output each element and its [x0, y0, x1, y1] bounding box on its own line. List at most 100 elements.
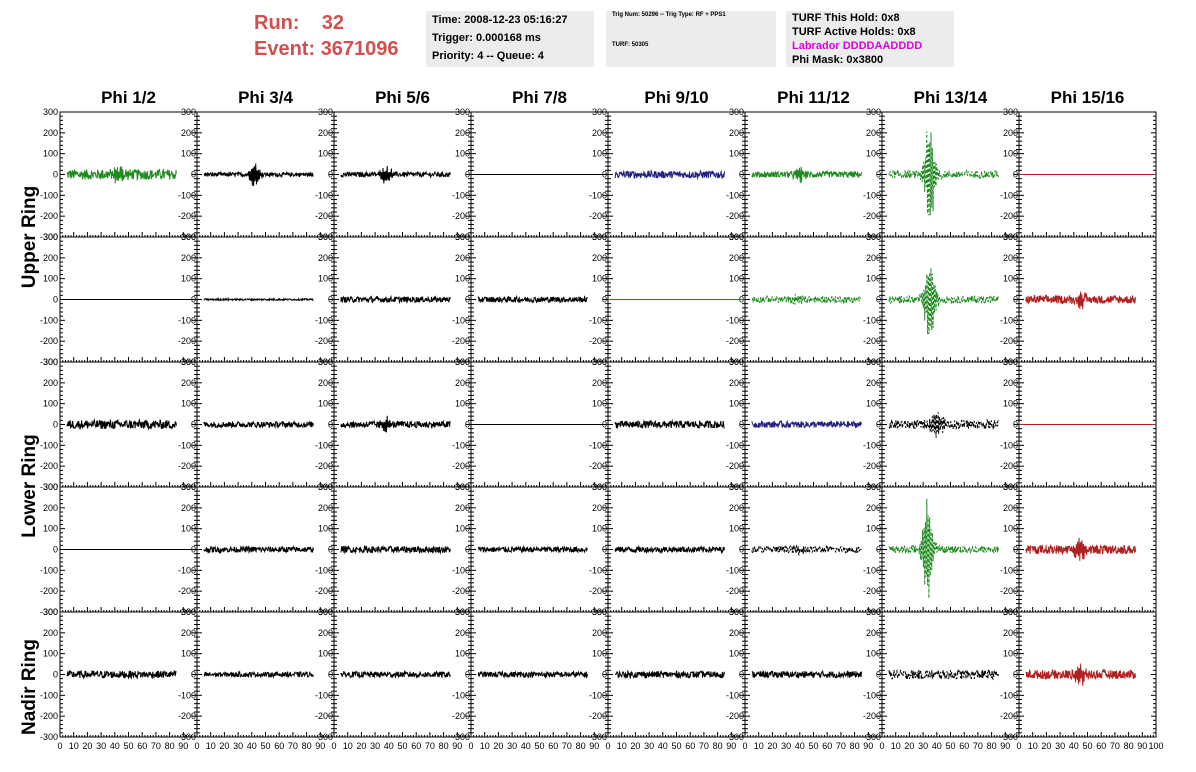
y-tick-label: -100 — [863, 690, 881, 700]
y-tick-label: -300 — [40, 357, 58, 367]
y-tick-label: 200 — [1003, 628, 1018, 638]
y-tick-label: 0 — [328, 545, 333, 555]
y-tick-label: -100 — [589, 690, 607, 700]
y-tick-label: 0 — [53, 670, 58, 680]
y-tick-label: 200 — [729, 503, 744, 513]
y-tick-label: 100 — [1003, 524, 1018, 534]
y-tick-label: 300 — [318, 107, 333, 117]
y-tick-label: -200 — [452, 461, 470, 471]
y-tick-label: -100 — [178, 315, 196, 325]
x-tick-label: 10 — [617, 741, 627, 751]
waveform-trace — [888, 668, 999, 681]
y-tick-label: 300 — [866, 357, 881, 367]
y-tick-label: 0 — [328, 170, 333, 180]
waveform-trace — [340, 295, 451, 305]
y-tick-label: -200 — [1000, 711, 1018, 721]
y-tick-label: 300 — [318, 482, 333, 492]
x-tick-label: 20 — [219, 741, 229, 751]
turf-this-hold: TURF This Hold: 0x8 — [792, 12, 900, 24]
y-tick-label: -200 — [863, 711, 881, 721]
y-tick-label: -200 — [589, 586, 607, 596]
y-tick-label: 100 — [455, 274, 470, 284]
x-tick-label: 70 — [151, 741, 161, 751]
y-tick-label: 0 — [465, 420, 470, 430]
x-tick-label: 80 — [165, 741, 175, 751]
y-tick-label: -100 — [315, 315, 333, 325]
y-tick-label: 200 — [729, 253, 744, 263]
y-tick-label: 0 — [328, 295, 333, 305]
col-header-phi-3-4: Phi 3/4 — [238, 88, 293, 107]
y-tick-label: 300 — [729, 232, 744, 242]
y-tick-label: 100 — [455, 399, 470, 409]
waveform-trace — [340, 669, 451, 680]
y-tick-label: -100 — [726, 440, 744, 450]
priority-text: Priority: 4 -- Queue: 4 — [432, 50, 544, 62]
waveform-panel: 3002001000-100-200-3003002001000-100-200… — [40, 482, 198, 617]
x-tick-label: 40 — [110, 741, 120, 751]
turf-active-holds: TURF Active Holds: 0x8 — [792, 26, 916, 38]
y-tick-label: -100 — [863, 565, 881, 575]
y-tick-label: 100 — [1003, 399, 1018, 409]
x-tick-label: 30 — [644, 741, 654, 751]
y-tick-label: -300 — [1000, 732, 1018, 742]
y-tick-label: -200 — [863, 586, 881, 596]
y-tick-label: 100 — [592, 274, 607, 284]
y-tick-label: -100 — [178, 440, 196, 450]
x-tick-label: 90 — [452, 741, 462, 751]
y-tick-label: 100 — [43, 399, 58, 409]
y-tick-label: -200 — [315, 461, 333, 471]
y-tick-label: -100 — [315, 440, 333, 450]
y-tick-label: 100 — [455, 149, 470, 159]
y-tick-label: 300 — [866, 107, 881, 117]
y-tick-label: 300 — [181, 232, 196, 242]
y-tick-label: -200 — [1000, 211, 1018, 221]
y-tick-label: 0 — [602, 670, 607, 680]
x-tick-label: 60 — [548, 741, 558, 751]
y-tick-label: -100 — [726, 690, 744, 700]
y-tick-label: 200 — [318, 378, 333, 388]
y-tick-label: 300 — [729, 357, 744, 367]
y-tick-label: 300 — [1003, 482, 1018, 492]
y-tick-label: 0 — [602, 545, 607, 555]
x-tick-label: 40 — [247, 741, 257, 751]
y-tick-label: 300 — [43, 107, 58, 117]
event-value: 3671096 — [320, 38, 399, 60]
y-tick-label: 100 — [1003, 649, 1018, 659]
y-tick-label: 200 — [181, 378, 196, 388]
y-tick-label: 100 — [592, 649, 607, 659]
x-tick-label: 10 — [343, 741, 353, 751]
y-tick-label: 300 — [592, 482, 607, 492]
y-tick-label: 0 — [191, 670, 196, 680]
y-tick-label: 0 — [328, 670, 333, 680]
col-header-phi-11-12: Phi 11/12 — [777, 88, 850, 107]
y-tick-label: 200 — [318, 503, 333, 513]
y-tick-label: -100 — [589, 190, 607, 200]
y-tick-label: 300 — [43, 607, 58, 617]
x-tick-label: 30 — [233, 741, 243, 751]
y-tick-label: -200 — [726, 461, 744, 471]
labrador-text: Labrador DDDDAADDDD — [792, 40, 923, 52]
y-tick-label: 100 — [1003, 149, 1018, 159]
y-tick-label: 200 — [181, 628, 196, 638]
trigger-text: Trigger: 0.000168 ms — [432, 32, 541, 44]
x-tick-label: 10 — [69, 741, 79, 751]
y-tick-label: 100 — [729, 274, 744, 284]
y-tick-label: 300 — [455, 107, 470, 117]
waveform-trace — [1025, 663, 1136, 686]
y-tick-label: 300 — [318, 607, 333, 617]
y-tick-label: -100 — [452, 690, 470, 700]
y-tick-label: 200 — [592, 628, 607, 638]
y-tick-label: 200 — [455, 128, 470, 138]
y-tick-label: -200 — [452, 586, 470, 596]
waveform-trace — [888, 412, 999, 438]
y-tick-label: -100 — [726, 190, 744, 200]
run-label: Run: — [254, 12, 300, 34]
y-tick-label: 0 — [876, 545, 881, 555]
y-tick-label: 0 — [465, 170, 470, 180]
y-tick-label: -200 — [40, 711, 58, 721]
